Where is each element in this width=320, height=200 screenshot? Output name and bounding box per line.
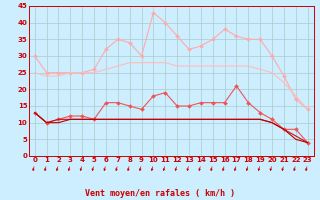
Text: Vent moyen/en rafales ( km/h ): Vent moyen/en rafales ( km/h ) [85,189,235,198]
